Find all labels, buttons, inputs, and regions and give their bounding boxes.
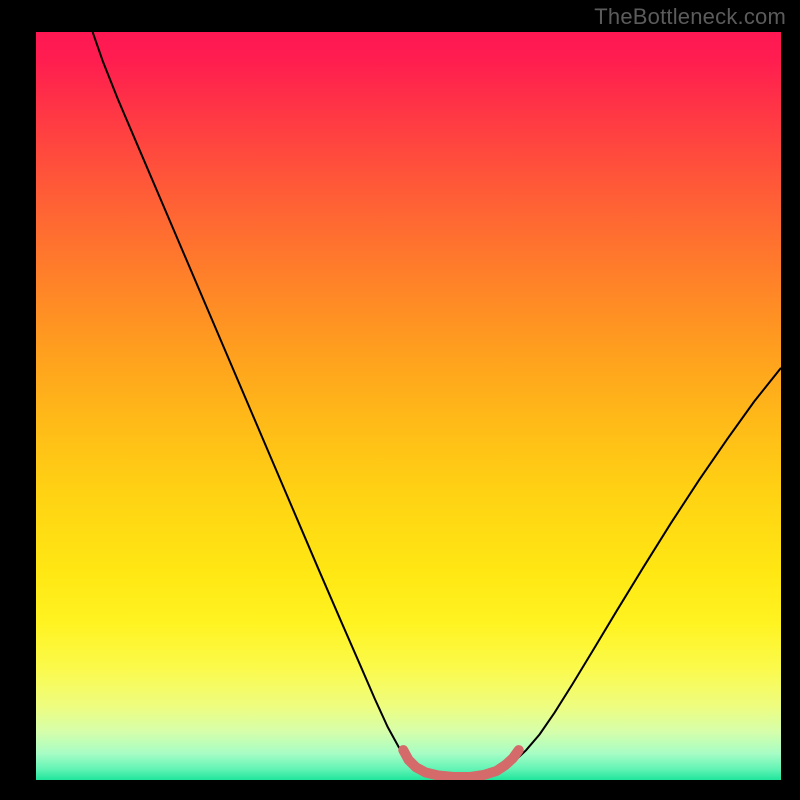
chart-frame: TheBottleneck.com — [0, 0, 800, 800]
chart-svg — [36, 32, 781, 780]
watermark-text: TheBottleneck.com — [594, 4, 786, 30]
plot-area — [36, 32, 781, 780]
gradient-bg-rect — [36, 32, 781, 780]
